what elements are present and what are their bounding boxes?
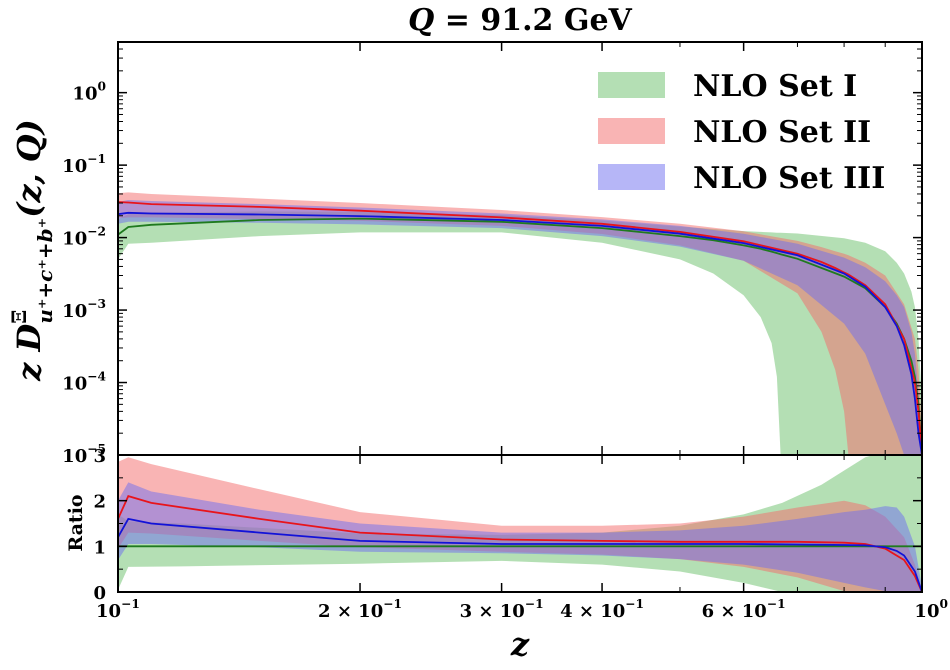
top-y-tick-label: 10−1 xyxy=(62,152,106,177)
top-y-tick-label: 10−3 xyxy=(62,297,106,322)
top-y-tick-label: 10−5 xyxy=(62,442,106,467)
legend-swatch-nlo-set-i xyxy=(598,72,665,98)
ratio-ylabel: Ratio xyxy=(65,494,87,551)
top-y-tick-label: 10−4 xyxy=(62,370,106,395)
ratio-panel-lines xyxy=(118,495,922,592)
legend-swatch-nlo-set-ii xyxy=(598,118,665,144)
x-tick-label: 100 xyxy=(914,597,948,622)
ratio-panel-bands xyxy=(118,455,922,592)
x-tick-label: 2 × 10−1 xyxy=(318,597,402,622)
x-tick-label: 10−1 xyxy=(96,597,140,622)
top-band-nlo-set-i xyxy=(118,211,922,455)
x-tick-label: 3 × 10−1 xyxy=(460,597,544,622)
top-ylabel: z DΞ u⁺+c⁺+b⁺(z, Q) xyxy=(7,119,57,382)
ratio-y-tick-label: 0 xyxy=(93,583,106,604)
ratio-y-tick-label: 2 xyxy=(93,492,106,513)
tick-labels: 10−1 2 × 10−1 3 × 10−1 4 × 10−1 6 × 10−1 100 1… xyxy=(62,80,948,622)
legend-label-nlo-set-ii: NLO Set II xyxy=(693,115,871,150)
legend-swatch-nlo-set-iii xyxy=(598,164,665,190)
chart-title: Q = 91.2 GeV xyxy=(408,3,632,38)
x-tick-label: 4 × 10−1 xyxy=(560,597,644,622)
ratio-y-tick-label: 1 xyxy=(93,537,106,558)
top-line-nlo-set-iii xyxy=(118,211,922,455)
top-panel-bands xyxy=(118,192,922,455)
ratio-y-tick-label: 3 xyxy=(93,446,106,467)
x-axis-label: z xyxy=(510,625,530,663)
ratio-line-nlo-set-ii xyxy=(118,495,922,592)
top-y-tick-label: 10−2 xyxy=(62,225,106,250)
top-y-tick-label: 100 xyxy=(72,80,106,105)
legend-label-nlo-set-iii: NLO Set III xyxy=(693,161,885,196)
top-panel-lines xyxy=(118,201,922,455)
x-tick-label: 6 × 10−1 xyxy=(702,597,786,622)
ratio-band-nlo-set-iii xyxy=(118,482,922,592)
legend: NLO Set I NLO Set II NLO Set III xyxy=(598,69,885,196)
ratio-line-nlo-set-iii xyxy=(118,517,922,592)
ratio-panel-frame xyxy=(117,454,923,593)
top-line-nlo-set-ii xyxy=(118,201,922,455)
legend-label-nlo-set-i: NLO Set I xyxy=(693,69,857,104)
